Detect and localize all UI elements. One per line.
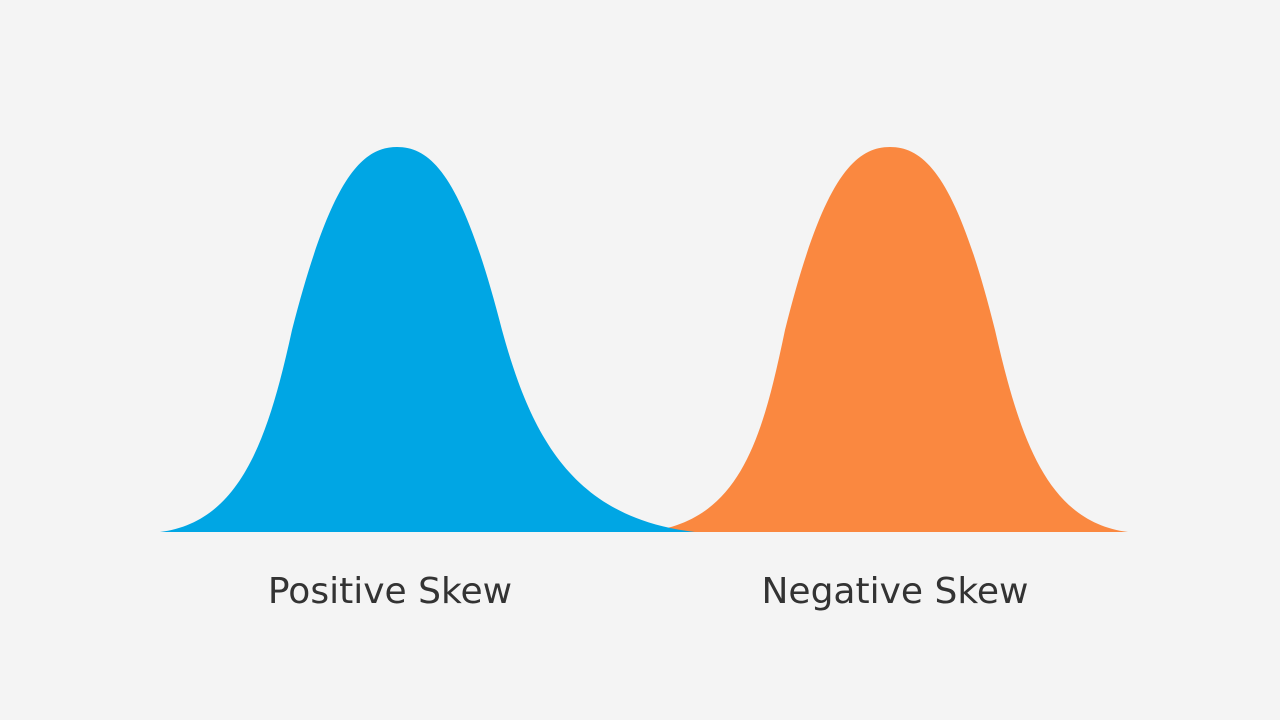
left-label: Positive Skew xyxy=(268,571,512,612)
negative-skew-curve xyxy=(645,147,1128,532)
positive-skew-curve xyxy=(160,147,695,532)
right-label: Negative Skew xyxy=(761,571,1028,612)
